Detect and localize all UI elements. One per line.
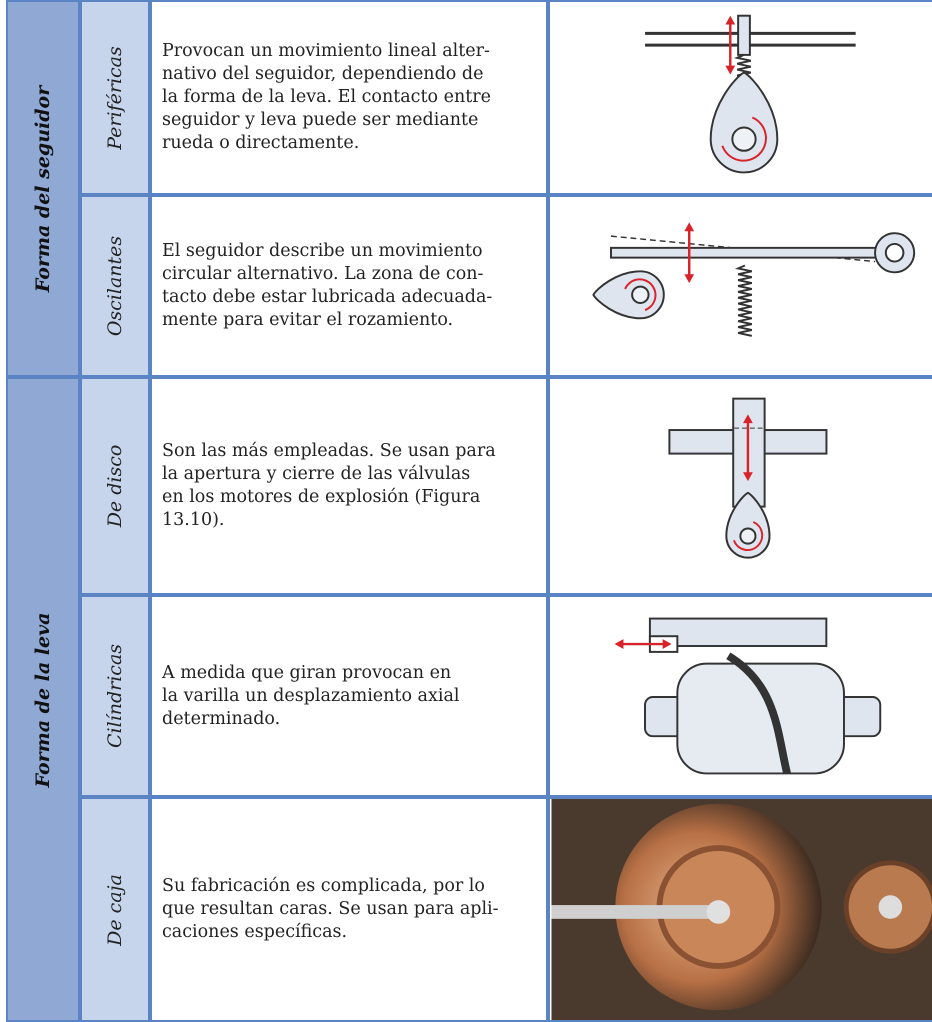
group-label: Forma de la leva: [32, 612, 54, 787]
illustration: [548, 195, 932, 377]
description-line: El seguidor describe un movimiento: [162, 241, 483, 261]
description-line: tacto debe estar lubricada adecuada-: [162, 287, 493, 307]
illustration-drawing: [551, 799, 932, 1020]
description-line: seguidor y leva puede ser mediante: [162, 110, 479, 130]
description-cell: Su fabricación es complicada, por lo que …: [150, 797, 548, 1022]
row-label-cell: Periféricas: [80, 0, 150, 195]
description-line: A medida que giran provocan en: [162, 662, 452, 683]
description-line: determinado.: [162, 708, 281, 729]
illustration: [548, 797, 932, 1022]
illustration: [548, 595, 932, 797]
row-label: De disco: [104, 444, 126, 528]
description-line: la varilla un desplazamiento axial: [162, 685, 460, 706]
description-cell: A medida que giran provocan en la varilla…: [150, 595, 548, 797]
row-label-cell: De caja: [80, 797, 150, 1022]
illustration-drawing: [645, 14, 856, 174]
description-line: rueda o directamente.: [162, 133, 360, 153]
description-line: 13.10).: [162, 510, 225, 530]
description-line: caciones específicas.: [162, 922, 348, 942]
description-line: la apertura y cierre de las válvulas: [162, 464, 471, 484]
description-line: Su fabricación es complicada, por lo: [162, 876, 485, 896]
row-label: Periféricas: [104, 45, 126, 150]
illustration: [548, 0, 932, 195]
group-cell: Forma del seguidor: [6, 0, 80, 377]
row-label: Cilíndricas: [104, 643, 126, 749]
illustration: [548, 377, 932, 595]
description-line: que resultan caras. Se usan para apli-: [162, 899, 499, 919]
description-line: mente para evitar el rozamiento.: [162, 310, 454, 330]
description-line: en los motores de explosión (Figura: [162, 487, 481, 507]
row-label-cell: De disco: [80, 377, 150, 595]
description-cell: El seguidor describe un movimiento circul…: [150, 195, 548, 377]
row-label: Oscilantes: [104, 235, 126, 337]
illustration-drawing: [614, 617, 882, 775]
description-cell: Provocan un movimiento lineal alter-nati…: [150, 0, 548, 195]
group-label: Forma del seguidor: [32, 85, 54, 292]
description-line: circular alternativo. La zona de con-: [162, 264, 484, 284]
description-line: Son las más empleadas. Se usan para: [162, 441, 496, 461]
description-line: Provocan un movimiento lineal alter-: [162, 41, 490, 61]
row-label: De caja: [104, 873, 126, 946]
description-cell: Son las más empleadas. Se usan para la ap…: [150, 377, 548, 595]
row-label-cell: Cilíndricas: [80, 595, 150, 797]
illustration-drawing: [592, 222, 916, 337]
row-label-cell: Oscilantes: [80, 195, 150, 377]
description-line: nativo del seguidor, dependiendo de: [162, 64, 484, 84]
illustration-drawing: [668, 397, 828, 559]
description-line: la forma de la leva. El contacto entre: [162, 87, 491, 107]
group-cell: Forma de la leva: [6, 377, 80, 1022]
